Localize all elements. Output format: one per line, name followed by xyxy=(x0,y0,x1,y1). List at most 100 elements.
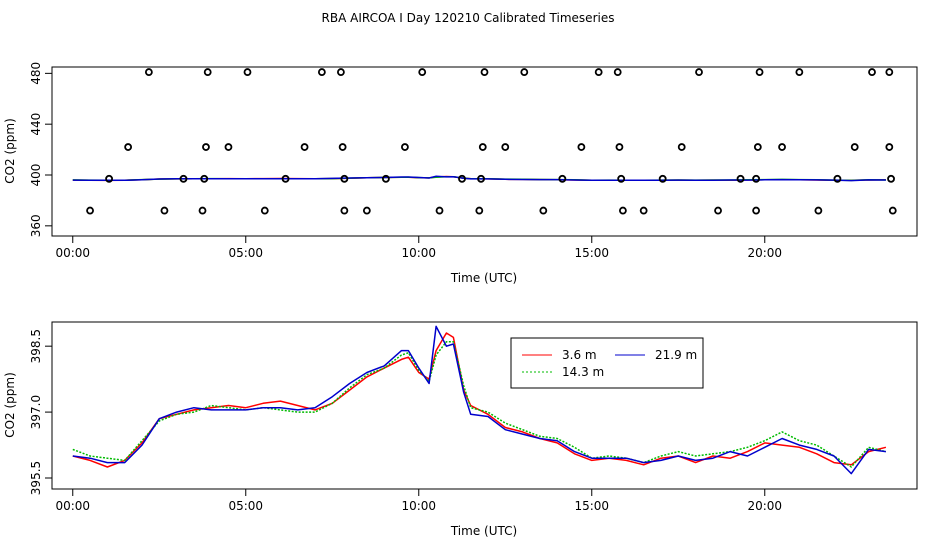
flag-point xyxy=(695,68,703,76)
flag-point xyxy=(501,143,510,151)
panel-bottom-x-tick-label: 10:00 xyxy=(401,499,436,513)
flag-point xyxy=(198,206,207,215)
chart-title: RBA AIRCOA I Day 120210 Calibrated Times… xyxy=(322,11,615,25)
flag-point xyxy=(160,206,169,215)
panel-bottom-frame xyxy=(51,321,918,490)
panel-bottom-xticks: 00:00 05:00 10:00 15:00 20:00 xyxy=(55,488,782,513)
flag-point xyxy=(260,206,269,215)
panel-top-x-tick-label: 20:00 xyxy=(747,246,782,260)
flag-point xyxy=(86,206,94,215)
flag-point xyxy=(340,206,349,215)
flag-point xyxy=(520,68,529,76)
flag-point xyxy=(317,68,326,76)
flag-point xyxy=(677,143,686,151)
legend-label-21-9m: 21.9 m xyxy=(655,348,697,362)
panel-top-x-tick-label: 15:00 xyxy=(574,246,609,260)
panel-bottom-series-14-3-m xyxy=(72,341,887,468)
legend-label-3-6m: 3.6 m xyxy=(562,348,597,362)
flag-point xyxy=(639,206,648,215)
panel-bottom-series-21-9-m xyxy=(72,325,886,475)
panel-top-y-tick-label: 440 xyxy=(29,113,43,136)
flag-point xyxy=(337,68,345,76)
flag-point xyxy=(752,206,761,215)
flag-point xyxy=(435,206,444,215)
flag-point xyxy=(850,143,859,151)
flag-point xyxy=(868,68,876,76)
flag-point xyxy=(888,206,897,215)
flag-point xyxy=(340,174,349,183)
flag-point xyxy=(778,143,786,151)
panel-bottom-x-tick-label: 00:00 xyxy=(55,499,90,513)
flag-point xyxy=(594,68,603,76)
flag-point xyxy=(613,68,622,76)
flag-point xyxy=(144,68,153,76)
flag-point xyxy=(202,143,210,151)
panel-top-yticks: 360 400 440 480 xyxy=(29,62,53,237)
flag-point xyxy=(478,143,487,151)
flag-point xyxy=(658,174,667,183)
flag-point xyxy=(401,143,409,151)
flag-point xyxy=(617,174,626,183)
panel-bottom-y-tick-label: 398.5 xyxy=(29,329,43,363)
panel-bottom-y-tick-label: 397.0 xyxy=(29,395,43,429)
flag-point xyxy=(418,68,427,76)
flag-point xyxy=(755,68,764,76)
flag-point xyxy=(619,206,627,215)
panel-top-ylabel: CO2 (ppm) xyxy=(3,118,17,184)
flag-point xyxy=(224,143,233,151)
panel-top-xticks: 00:00 05:00 10:00 15:00 20:00 xyxy=(55,235,782,260)
panel-bottom-x-tick-label: 20:00 xyxy=(747,499,782,513)
flag-point xyxy=(105,174,113,183)
flag-point xyxy=(752,174,761,183)
panel-top-y-tick-label: 360 xyxy=(29,214,43,237)
flag-point xyxy=(338,143,347,151)
flag-point xyxy=(281,174,290,183)
flag-point xyxy=(577,143,586,151)
panel-top-points xyxy=(86,68,897,215)
flag-point xyxy=(203,68,212,76)
panel-bottom: Time (UTC) CO2 (ppm) 00:00 05:00 10:00 15:0… xyxy=(3,321,918,538)
flag-point xyxy=(814,206,823,215)
flag-point xyxy=(200,174,209,183)
flag-point xyxy=(480,68,489,76)
flag-point xyxy=(833,174,842,183)
panel-bottom-yticks: 395.5 397.0 398.5 xyxy=(29,329,53,495)
flag-point xyxy=(736,174,745,183)
panel-top: Time (UTC) CO2 (ppm) 00:00 05:00 10:00 15:0… xyxy=(3,62,918,285)
panel-bottom-xlabel: Time (UTC) xyxy=(450,524,517,538)
panel-bottom-lines xyxy=(72,325,887,475)
panel-bottom-y-tick-label: 395.5 xyxy=(29,461,43,495)
flag-point xyxy=(475,206,484,215)
flag-point xyxy=(243,68,252,76)
panel-top-x-tick-label: 00:00 xyxy=(55,246,90,260)
flag-point xyxy=(795,68,804,76)
legend-label-14-3m: 14.3 m xyxy=(562,365,604,379)
flag-point xyxy=(885,143,894,151)
legend: 3.6 m 21.9 m 14.3 m xyxy=(510,337,704,389)
flag-point xyxy=(615,143,624,151)
panel-top-xlabel: Time (UTC) xyxy=(450,271,517,285)
legend-box xyxy=(510,337,704,389)
flag-point xyxy=(300,143,309,151)
flag-point xyxy=(539,206,548,215)
flag-point xyxy=(714,206,722,215)
panel-top-y-tick-label: 480 xyxy=(29,62,43,85)
panel-top-y-tick-label: 400 xyxy=(29,164,43,187)
flag-point xyxy=(179,174,188,183)
flag-point xyxy=(477,174,485,183)
panel-top-frame xyxy=(51,66,918,237)
flag-point xyxy=(124,143,133,151)
flag-point xyxy=(885,68,894,76)
panel-bottom-ylabel: CO2 (ppm) xyxy=(3,372,17,438)
panel-bottom-x-tick-label: 15:00 xyxy=(574,499,609,513)
flag-point xyxy=(887,174,895,183)
panel-bottom-x-tick-label: 05:00 xyxy=(228,499,263,513)
flag-point xyxy=(381,174,390,183)
panel-top-x-tick-label: 10:00 xyxy=(401,246,436,260)
flag-point xyxy=(458,174,466,183)
flag-point xyxy=(558,174,567,183)
flag-point xyxy=(362,206,371,215)
panel-top-x-tick-label: 05:00 xyxy=(228,246,263,260)
